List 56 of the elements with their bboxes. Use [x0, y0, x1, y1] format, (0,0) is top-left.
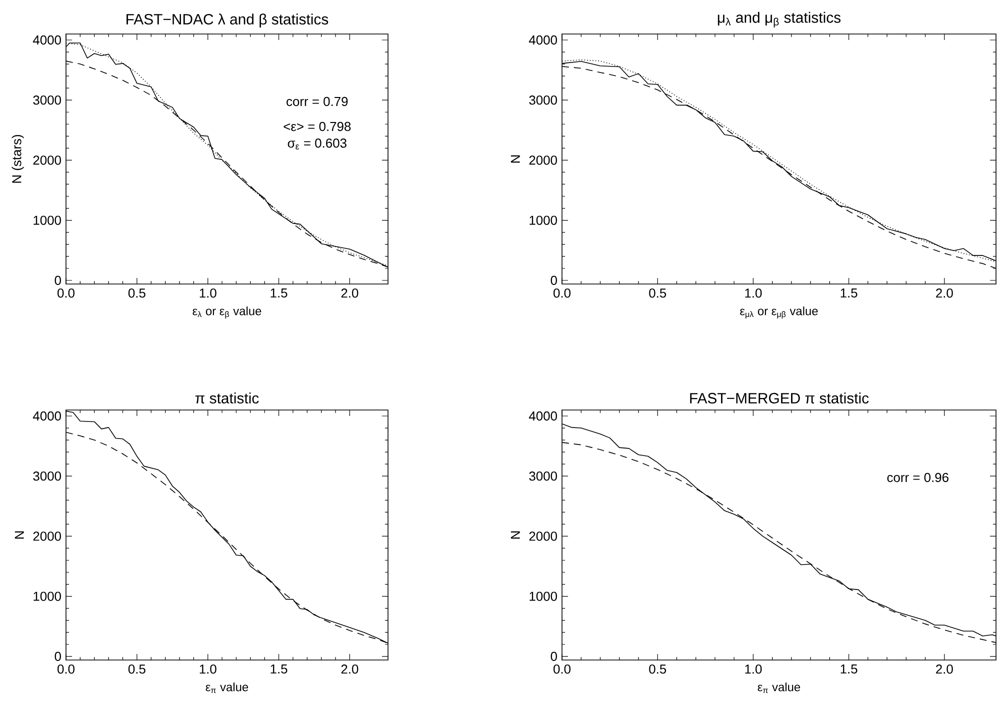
x-tick-label: 1.5	[840, 664, 858, 674]
y-tick-label: 0	[54, 652, 61, 661]
y-tick-label: 3000	[529, 96, 557, 105]
x-tick-label: 0.5	[649, 664, 666, 674]
chart-title: FAST−NDAC λ and β statistics	[126, 14, 328, 28]
annotation: corr = 0.79	[286, 96, 348, 106]
x-tick-label: 0.5	[649, 288, 666, 298]
x-tick-label: 2.0	[936, 288, 953, 298]
x-tick-label: 0.0	[58, 288, 75, 298]
y-tick-label: 3000	[33, 96, 61, 105]
annotation: σ$_{ε}$ = 0.603	[288, 138, 346, 150]
chart-title: FAST−MERGED π statistic	[690, 392, 869, 404]
y-tick-label: 2000	[33, 532, 61, 541]
annotation: corr = 0.96	[887, 472, 948, 482]
y-tick-label: 4000	[32, 35, 61, 45]
y-tick-label: 3000	[529, 472, 557, 481]
x-tick-label: 0.0	[554, 664, 571, 674]
y-tick-label: 4000	[32, 411, 61, 421]
x-tick-label: 1.0	[745, 664, 762, 674]
chart-title: μ$_{λ}$ and μ$_{β}$ statistics	[718, 12, 841, 28]
y-tick-label: 4000	[528, 35, 557, 45]
x-tick-label: 0.0	[554, 288, 571, 298]
y-tick-label: 0	[550, 276, 557, 285]
x-tick-label: 2.0	[341, 664, 358, 674]
y-tick-label: 1000	[530, 216, 557, 225]
y-axis-title: N	[510, 155, 520, 163]
x-tick-label: 0.5	[128, 664, 146, 674]
x-tick-label: 1.5	[840, 288, 858, 298]
y-axis-title: N (stars)	[12, 134, 24, 183]
x-tick-label: 0.0	[58, 664, 75, 674]
y-axis-title: N	[510, 531, 520, 539]
y-tick-label: 2000	[529, 532, 557, 541]
x-axis-title: ε$_{μλ}$ or ε$_{μβ}$ value	[740, 306, 818, 319]
y-tick-label: 4000	[528, 411, 557, 421]
y-tick-label: 0	[550, 652, 557, 661]
y-tick-label: 2000	[529, 156, 557, 165]
y-tick-label: 1000	[34, 592, 61, 601]
x-tick-label: 1.0	[200, 288, 216, 298]
y-tick-label: 2000	[33, 156, 61, 165]
y-tick-label: 3000	[33, 472, 61, 481]
y-tick-label: 1000	[34, 216, 61, 225]
x-axis-title: ε$_{π}$ value	[206, 682, 248, 694]
x-tick-label: 0.5	[128, 288, 146, 298]
chart-title: π statistic	[195, 392, 259, 404]
annotation: <ε> = 0.798	[284, 122, 351, 132]
y-tick-label: 1000	[530, 592, 557, 601]
x-tick-label: 1.0	[200, 664, 216, 674]
x-tick-label: 1.5	[270, 288, 288, 298]
x-tick-label: 2.0	[936, 664, 953, 674]
x-tick-label: 1.0	[745, 288, 762, 298]
x-axis-title: ε$_{λ}$ or ε$_{β}$ value	[192, 306, 262, 319]
x-axis-title: ε$_{π}$ value	[758, 682, 800, 694]
y-axis-title: N	[14, 531, 24, 539]
x-tick-label: 1.5	[270, 664, 288, 674]
y-tick-label: 0	[54, 276, 61, 285]
x-tick-label: 2.0	[341, 288, 358, 298]
